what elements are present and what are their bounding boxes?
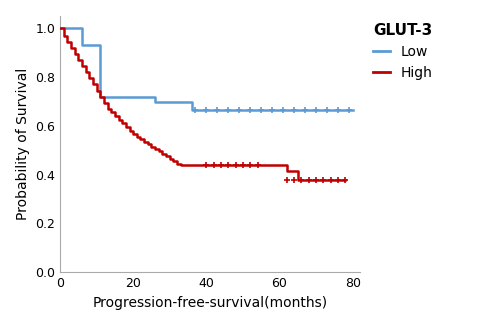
High [64, 40, 70, 44]
Y-axis label: Probability of Survival: Probability of Survival [16, 68, 30, 220]
Low [188, 108, 194, 112]
Low [94, 43, 100, 47]
High [57, 27, 63, 30]
Low [185, 99, 191, 103]
High [185, 163, 191, 167]
High [342, 178, 348, 181]
High [90, 76, 96, 80]
X-axis label: Progression-free-survival(months): Progression-free-survival(months) [92, 295, 328, 309]
Low [57, 27, 63, 30]
Low [152, 99, 158, 103]
Low [94, 43, 100, 47]
Line: High: High [60, 29, 346, 179]
Low [185, 99, 191, 103]
Low [79, 43, 85, 47]
Low [350, 108, 356, 112]
Low [79, 27, 85, 30]
High [178, 163, 184, 167]
Low [97, 95, 103, 98]
Line: Low: Low [60, 29, 352, 110]
High [174, 162, 180, 166]
Low [152, 95, 158, 98]
Low [97, 43, 103, 47]
High [185, 163, 191, 167]
Low [350, 108, 356, 112]
Legend: Low, High: Low, High [373, 23, 432, 80]
Low [76, 27, 82, 30]
Low [148, 95, 154, 98]
High [295, 178, 301, 181]
Low [188, 99, 194, 103]
Low [76, 27, 82, 30]
Low [148, 95, 154, 98]
